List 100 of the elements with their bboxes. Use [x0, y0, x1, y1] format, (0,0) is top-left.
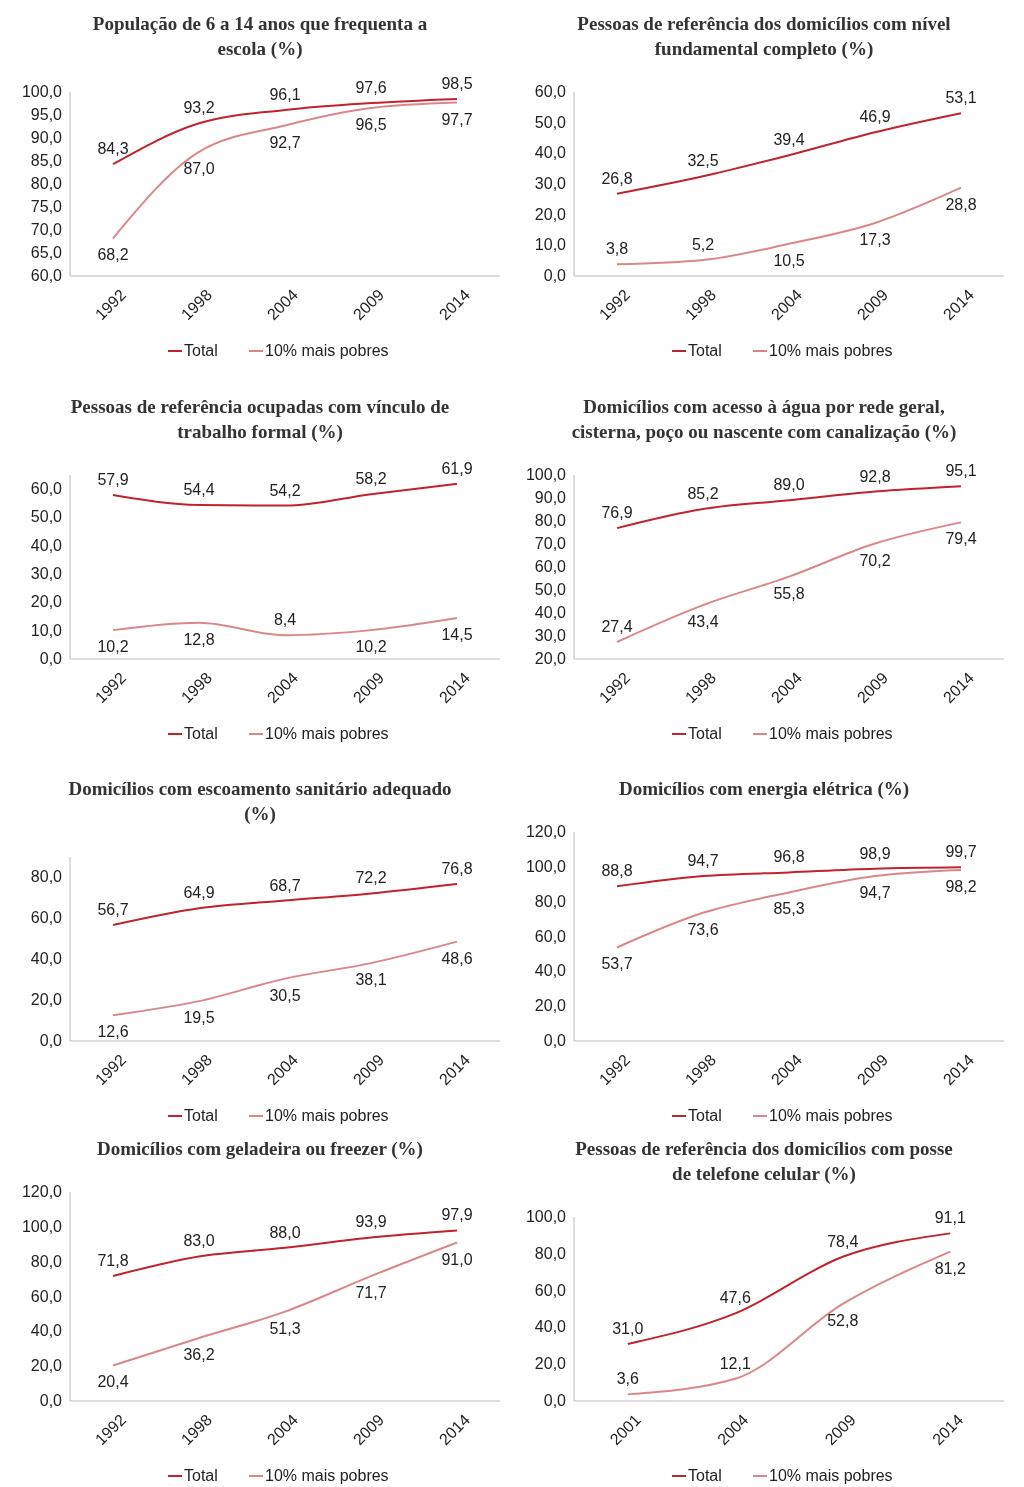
chart-title: Domicílios com acesso à água por rede geral, cisterna, poço ou nascente com canalização (%) — [571, 396, 957, 443]
legend-label: Total — [688, 342, 722, 359]
y-tick-label: 20,0 — [534, 650, 567, 667]
y-tick-label: 60,0 — [30, 909, 63, 927]
data-label: 8,4 — [273, 611, 297, 629]
data-label: 97,6 — [355, 79, 387, 97]
data-label: 52,8 — [827, 1311, 859, 1329]
data-label: 96,8 — [773, 848, 805, 866]
data-label: 97,7 — [441, 110, 473, 128]
data-label: 98,9 — [859, 844, 891, 862]
chart-title: Domicílios com energia elétrica (%) — [618, 778, 910, 800]
data-label: 27,4 — [601, 617, 633, 635]
y-tick-label: 100,0 — [525, 1208, 567, 1225]
y-tick-label: 60,0 — [30, 267, 63, 284]
data-label: 56,7 — [97, 901, 129, 919]
y-tick-label: 65,0 — [30, 244, 63, 261]
data-label: 76,9 — [601, 504, 633, 522]
y-tick-label: 0,0 — [39, 1032, 63, 1049]
data-label: 58,2 — [355, 470, 387, 488]
y-tick-label: 60,0 — [534, 558, 567, 575]
legend-label: Total — [688, 1467, 722, 1484]
data-label: 98,2 — [945, 877, 977, 895]
data-label: 76,8 — [441, 859, 473, 877]
y-tick-label: 40,0 — [534, 962, 567, 980]
data-label: 72,2 — [355, 869, 387, 887]
y-tick-label: 60,0 — [534, 927, 567, 945]
chart-title: Pessoas de referência dos domicílios com posse de telefone celular (%) — [575, 1138, 953, 1185]
y-tick-label: 80,0 — [30, 175, 63, 192]
chart-title: Pessoas de referência ocupadas com vínculo de trabalho formal (%) — [70, 396, 450, 443]
data-label: 12,6 — [97, 1023, 129, 1041]
y-tick-label: 0,0 — [543, 1032, 567, 1049]
data-label: 53,1 — [945, 89, 977, 107]
data-label: 31,0 — [612, 1319, 644, 1337]
y-tick-label: 40,0 — [534, 604, 567, 621]
legend-label: 10% mais pobres — [769, 725, 893, 742]
data-label: 71,8 — [97, 1251, 129, 1269]
y-tick-label: 30,0 — [534, 175, 567, 192]
data-label: 79,4 — [945, 530, 977, 548]
data-label: 88,0 — [269, 1223, 301, 1241]
y-tick-label: 60,0 — [30, 480, 63, 498]
y-tick-label: 100,0 — [21, 1217, 63, 1235]
data-label: 10,2 — [355, 638, 387, 656]
y-tick-label: 20,0 — [534, 997, 567, 1015]
data-label: 12,1 — [719, 1354, 751, 1372]
y-tick-label: 10,0 — [30, 621, 63, 639]
data-label: 99,7 — [945, 843, 977, 861]
y-tick-label: 20,0 — [534, 1355, 567, 1373]
data-label: 51,3 — [269, 1319, 301, 1337]
data-label: 98,5 — [441, 74, 473, 92]
data-label: 91,1 — [934, 1209, 966, 1227]
data-label: 71,7 — [355, 1284, 387, 1302]
y-tick-label: 70,0 — [30, 221, 63, 238]
chart-title: Pessoas de referência dos domicílios com nível fundamental completo (%) — [577, 13, 951, 60]
data-label: 32,5 — [687, 152, 719, 170]
y-tick-label: 120,0 — [21, 1183, 63, 1200]
y-tick-label: 100,0 — [525, 466, 567, 483]
data-label: 38,1 — [355, 971, 387, 989]
y-tick-label: 50,0 — [30, 508, 63, 526]
y-tick-label: 90,0 — [534, 489, 567, 506]
data-label: 96,1 — [269, 85, 301, 103]
data-label: 93,2 — [183, 99, 215, 117]
y-tick-label: 0,0 — [543, 267, 567, 284]
data-label: 68,7 — [269, 876, 301, 894]
data-label: 94,7 — [687, 852, 719, 870]
data-label: 46,9 — [859, 108, 891, 126]
data-label: 83,0 — [183, 1232, 215, 1250]
data-label: 53,7 — [601, 955, 633, 973]
y-tick-label: 80,0 — [534, 892, 567, 910]
data-label: 47,6 — [719, 1289, 751, 1307]
y-tick-label: 30,0 — [30, 565, 63, 583]
y-tick-label: 40,0 — [534, 1318, 567, 1336]
chart-title: Domicílios com geladeira ou freezer (%) — [97, 1138, 423, 1160]
data-label: 85,2 — [687, 485, 719, 503]
data-label: 36,2 — [183, 1345, 215, 1363]
legend-label: 10% mais pobres — [265, 725, 389, 742]
data-label: 88,8 — [601, 862, 633, 880]
data-label: 61,9 — [441, 459, 473, 477]
y-tick-label: 10,0 — [534, 236, 567, 254]
y-tick-label: 0,0 — [39, 1392, 63, 1409]
y-tick-label: 20,0 — [30, 991, 63, 1009]
data-label: 97,9 — [441, 1206, 473, 1224]
y-tick-label: 20,0 — [30, 1357, 63, 1375]
y-tick-label: 80,0 — [30, 868, 63, 886]
data-label: 17,3 — [859, 230, 891, 248]
data-label: 10,2 — [97, 638, 129, 656]
data-label: 43,4 — [687, 613, 719, 631]
legend-label: Total — [184, 1107, 218, 1124]
data-label: 89,0 — [773, 476, 805, 494]
data-label: 26,8 — [601, 169, 633, 187]
data-label: 78,4 — [827, 1232, 859, 1250]
y-tick-label: 50,0 — [534, 581, 567, 598]
y-tick-label: 40,0 — [30, 950, 63, 968]
data-label: 64,9 — [183, 884, 215, 902]
data-label: 54,2 — [269, 481, 301, 499]
data-label: 85,3 — [773, 900, 805, 918]
data-label: 20,4 — [97, 1373, 129, 1391]
legend-label: 10% mais pobres — [769, 342, 893, 359]
y-tick-label: 30,0 — [534, 627, 567, 644]
data-label: 57,9 — [97, 471, 129, 489]
data-label: 30,5 — [269, 986, 301, 1004]
